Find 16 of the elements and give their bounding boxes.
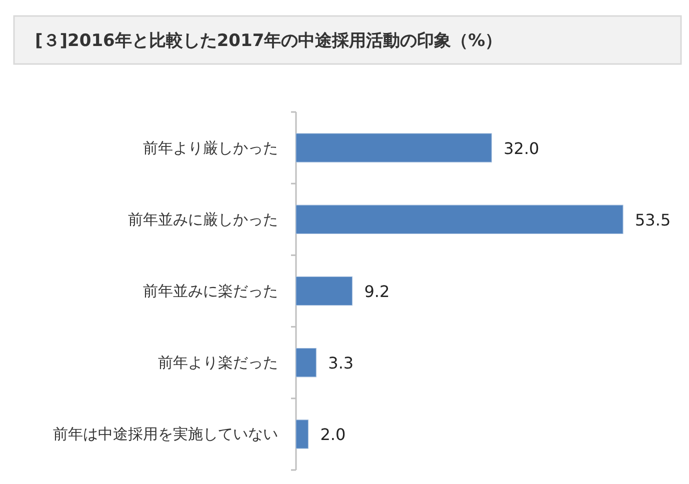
y-tick-label: 前年より厳しかった — [143, 138, 278, 157]
bar — [296, 276, 353, 306]
chart-title: [３]2016年と比較した2017年の中途採用活動の印象（%） — [35, 31, 502, 51]
bar — [296, 420, 309, 449]
bar — [296, 204, 624, 234]
y-tick-label: 前年より楽だった — [158, 354, 278, 372]
data-label: 9.2 — [364, 282, 390, 300]
data-label: 32.0 — [504, 138, 540, 158]
bar — [296, 133, 492, 162]
data-label: 2.0 — [320, 424, 346, 444]
y-tick-label: 前年は中途採用を実施していない — [53, 425, 278, 444]
data-label: 53.5 — [635, 210, 671, 229]
data-label: 3.3 — [328, 353, 354, 372]
y-tick-label: 前年並みに楽だった — [143, 282, 278, 300]
bar — [296, 348, 316, 378]
y-tick-label: 前年並みに厳しかった — [128, 210, 278, 228]
